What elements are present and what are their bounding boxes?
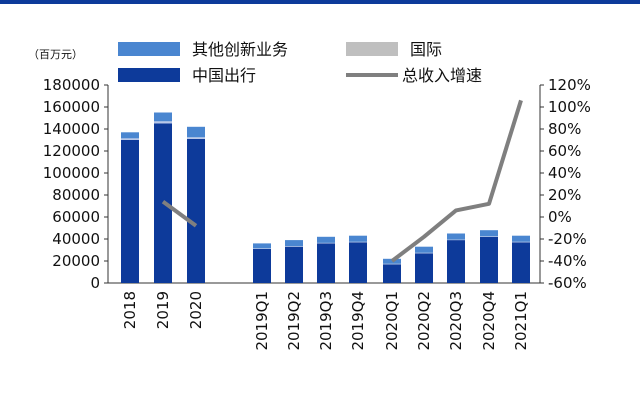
legend-swatch-international	[346, 42, 398, 56]
category-labels: 2018 2019 2020 2019Q1 2019Q2 2019Q3 2019Q4 2020…	[121, 291, 530, 351]
bar-segment	[187, 137, 205, 139]
x-category-label: 2020	[187, 291, 205, 329]
bar-segment	[447, 233, 465, 240]
y-right-tick-label: -60%	[548, 274, 587, 292]
bar-segment	[512, 235, 530, 242]
bar-segment	[285, 240, 303, 247]
x-category-label: 2020Q3	[447, 291, 465, 351]
bar-segment	[512, 241, 530, 243]
bar-segment	[317, 243, 335, 283]
legend-label-growth: 总收入增速	[402, 66, 482, 85]
bar-segment	[383, 264, 401, 283]
y-left-tick-label: 40000	[52, 230, 100, 248]
bar-segment	[285, 246, 303, 283]
x-category-label: 2020Q1	[383, 291, 401, 351]
y-left-tick-label: 80000	[52, 186, 100, 204]
y-right-tick-label: -40%	[548, 252, 587, 270]
y-right-tick-label: 80%	[548, 120, 581, 138]
y-right-tick-label: 0%	[548, 208, 572, 226]
y-left-tick-label: 140000	[43, 120, 100, 138]
bar-segment	[349, 242, 367, 283]
bar-segment	[512, 242, 530, 283]
legend-label-china-mobility: 中国出行	[192, 66, 256, 85]
legend: 其他创新业务 国际 中国出行 总收入增速	[118, 40, 482, 85]
bar-segment	[154, 121, 172, 124]
y-left-tick-label: 180000	[43, 76, 100, 94]
legend-label-international: 国际	[410, 40, 442, 59]
bar-segment	[415, 246, 433, 253]
bar-segment	[480, 230, 498, 237]
bar-segment	[383, 263, 401, 265]
x-category-label: 2019	[154, 291, 172, 329]
bar-segment	[480, 236, 498, 283]
legend-label-other: 其他创新业务	[192, 40, 288, 59]
legend-swatch-china-mobility	[118, 68, 180, 82]
bar-segment	[253, 248, 271, 283]
y-right-tick-label: 120%	[548, 76, 591, 94]
bar-segment	[349, 235, 367, 242]
x-category-label: 2018	[121, 291, 139, 329]
bar-segment	[253, 243, 271, 249]
y-right-tick-label: 100%	[548, 98, 591, 116]
bar-segment	[121, 132, 139, 139]
bar-segment	[121, 140, 139, 283]
y-left-tick-label: 100000	[43, 164, 100, 182]
top-border-bar	[0, 0, 640, 4]
unit-label: （百万元）	[28, 48, 83, 61]
axes: 0 20000 40000 60000 80000 100000 120000 140000 1…	[43, 76, 591, 292]
y-right-tick-label: 20%	[548, 186, 581, 204]
bar-segment	[415, 253, 433, 283]
y-right-tick-label: 60%	[548, 142, 581, 160]
bar-segment	[317, 236, 335, 243]
bar-segment	[447, 239, 465, 241]
bar-segment	[349, 241, 367, 243]
bar-segment	[187, 126, 205, 138]
y-left-tick-label: 20000	[52, 252, 100, 270]
growth-line-layer	[161, 99, 523, 263]
bar-segment	[121, 138, 139, 140]
y-left-tick-label: 160000	[43, 98, 100, 116]
bar-segment	[317, 242, 335, 244]
x-category-label: 2019Q4	[349, 291, 367, 351]
bar-segment	[154, 112, 172, 122]
bar-segment	[447, 240, 465, 283]
x-category-label: 2019Q1	[253, 291, 271, 351]
bar-segment	[253, 248, 271, 249]
y-left-tick-label: 60000	[52, 208, 100, 226]
bar-segment	[480, 236, 498, 237]
y-right-tick-label: 40%	[548, 164, 581, 182]
x-category-label: 2021Q1	[512, 291, 530, 351]
y-left-tick-label: 0	[90, 274, 100, 292]
legend-swatch-other	[118, 42, 180, 56]
y-left-tick-label: 120000	[43, 142, 100, 160]
bar-segment	[187, 138, 205, 283]
x-category-label: 2020Q4	[480, 291, 498, 351]
x-category-label: 2020Q2	[415, 291, 433, 351]
x-category-label: 2019Q3	[317, 291, 335, 351]
growth-line-segment	[390, 99, 523, 263]
bars	[121, 112, 530, 283]
bar-segment	[415, 252, 433, 254]
bar-segment	[383, 258, 401, 264]
bar-segment	[285, 246, 303, 247]
x-category-label: 2019Q2	[285, 291, 303, 351]
y-right-tick-label: -20%	[548, 230, 587, 248]
growth-line-segment	[161, 199, 198, 228]
